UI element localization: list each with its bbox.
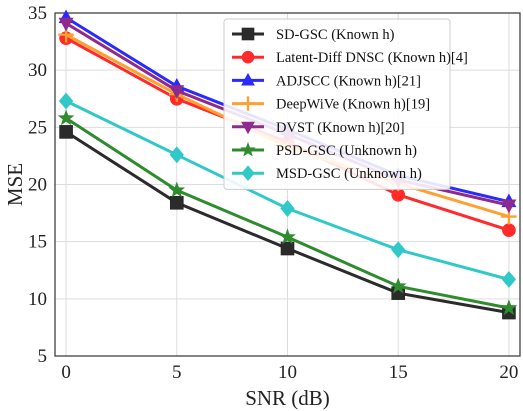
plus-marker bbox=[240, 96, 256, 111]
x-tick-label: 15 bbox=[389, 362, 408, 383]
legend-label: ADJSCC (Known h)[21] bbox=[276, 73, 421, 89]
star-marker bbox=[240, 141, 256, 157]
star-marker bbox=[389, 277, 407, 294]
triangle-up-marker bbox=[241, 72, 255, 86]
diamond-marker bbox=[58, 92, 74, 110]
y-tick-label: 20 bbox=[28, 175, 47, 196]
legend-label: SD-GSC (Known h) bbox=[276, 27, 395, 43]
y-axis-label: MSE bbox=[3, 163, 27, 206]
square-marker bbox=[169, 195, 184, 210]
y-tick-label: 5 bbox=[38, 346, 48, 367]
diamond-marker bbox=[241, 165, 255, 181]
star-marker bbox=[57, 109, 75, 126]
diamond-marker bbox=[169, 146, 184, 164]
legend-label: PSD-GSC (Unknown h) bbox=[276, 143, 417, 159]
legend-label: DVST (Known h)[20] bbox=[276, 120, 405, 136]
legend-entry: DeepWiVe (Known h)[19] bbox=[232, 96, 430, 113]
legend: SD-GSC (Known h) Latent-Diff DNSC (Known … bbox=[223, 18, 468, 190]
y-tick-label: 25 bbox=[28, 117, 47, 138]
square-marker bbox=[280, 241, 295, 256]
legend-label: MSD-GSC (Unknown h) bbox=[276, 166, 422, 182]
series-7 bbox=[58, 92, 517, 288]
x-tick-label: 0 bbox=[61, 362, 71, 383]
legend-entry: ADJSCC (Known h)[21] bbox=[232, 72, 421, 89]
circle-marker bbox=[502, 223, 516, 238]
diamond-marker bbox=[391, 241, 406, 259]
star-marker bbox=[279, 228, 296, 245]
legend-box bbox=[223, 18, 451, 190]
triangle-down-marker bbox=[501, 199, 517, 214]
series-6 bbox=[57, 109, 518, 316]
legend-entry: MSD-GSC (Unknown h) bbox=[232, 165, 422, 182]
star-marker bbox=[168, 181, 186, 198]
x-axis-label: SNR (dB) bbox=[245, 386, 330, 410]
y-tick-label: 10 bbox=[28, 289, 47, 310]
square-marker bbox=[241, 27, 255, 41]
diamond-marker bbox=[501, 270, 517, 288]
square-marker bbox=[59, 125, 73, 139]
x-tick-label: 5 bbox=[172, 362, 182, 383]
series-1 bbox=[59, 125, 516, 320]
diamond-marker bbox=[280, 200, 295, 217]
star-marker bbox=[500, 299, 518, 316]
triangle-down-marker bbox=[58, 17, 74, 32]
legend-entry: PSD-GSC (Unknown h) bbox=[232, 141, 417, 159]
x-tick-label: 20 bbox=[499, 362, 518, 383]
circle-marker bbox=[391, 187, 406, 202]
legend-label: Latent-Diff DNSC (Known h)[4] bbox=[276, 50, 468, 66]
legend-entry: SD-GSC (Known h) bbox=[232, 27, 395, 43]
y-tick-label: 15 bbox=[28, 232, 47, 253]
y-tick-label: 35 bbox=[28, 3, 47, 24]
y-tick-label: 30 bbox=[28, 60, 47, 81]
legend-entry: DVST (Known h)[20] bbox=[232, 120, 405, 136]
legend-label: DeepWiVe (Known h)[19] bbox=[276, 97, 430, 113]
x-tick-label: 10 bbox=[278, 362, 297, 383]
plot-area bbox=[54, 12, 521, 357]
triangle-down-marker bbox=[169, 85, 185, 99]
triangle-down-marker bbox=[241, 121, 255, 135]
circle-marker bbox=[241, 50, 255, 64]
legend-entry: Latent-Diff DNSC (Known h)[4] bbox=[232, 50, 468, 66]
